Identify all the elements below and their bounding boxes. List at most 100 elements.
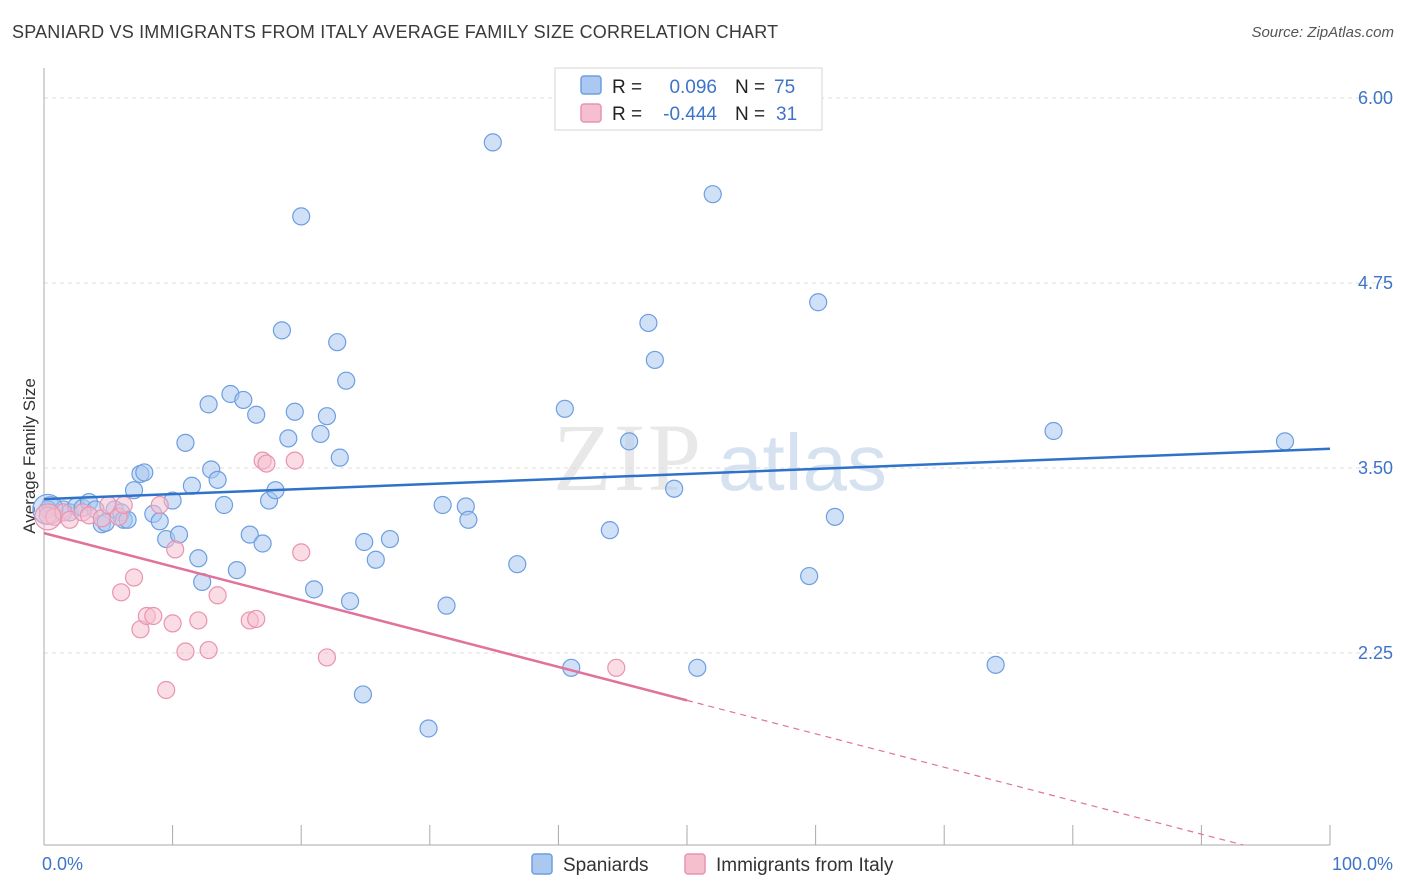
stats-legend: R = 0.096 N = 75 R = -0.444 N = 31: [554, 67, 823, 131]
legend-label-italy: Immigrants from Italy: [716, 855, 894, 876]
italy-trend-line: [43, 531, 688, 702]
spaniards-point: [272, 321, 292, 340]
stats-legend-r-label-2: R =: [612, 104, 642, 125]
italy-point: [189, 611, 208, 630]
spaniards-point: [508, 555, 527, 574]
spaniards-point: [317, 407, 337, 426]
spaniards-point: [279, 429, 298, 448]
spaniards-point: [380, 529, 400, 549]
spaniards-point: [688, 658, 707, 677]
spaniards-point: [437, 596, 456, 615]
stats-legend-n-label-2: N =: [735, 104, 765, 125]
spaniards-point: [304, 580, 324, 599]
spaniards-point: [208, 470, 227, 489]
y-tick-label: 3.50: [1358, 458, 1393, 478]
italy-point: [157, 680, 176, 700]
spaniards-point: [353, 685, 373, 704]
italy-trend-extension: [686, 699, 1244, 846]
spaniards-point: [555, 399, 574, 418]
italy-point: [247, 609, 266, 629]
spaniards-point: [292, 207, 311, 226]
italy-point: [112, 583, 131, 602]
italy-point: [163, 614, 182, 633]
spaniards-point: [809, 293, 828, 312]
legend-swatch-italy: [684, 853, 706, 875]
spaniards-point: [214, 495, 234, 515]
italy-point: [607, 658, 626, 677]
spaniards-point: [227, 561, 246, 580]
y-tick-label: 4.75: [1358, 273, 1393, 293]
spaniards-point: [135, 463, 154, 482]
spaniards-point: [1044, 421, 1063, 441]
spaniards-point: [328, 333, 347, 352]
stats-legend-r-label-1: R =: [612, 77, 642, 98]
italy-point: [257, 454, 276, 473]
italy-point: [150, 495, 169, 515]
spaniards-point: [234, 390, 253, 410]
spaniards-point: [340, 592, 360, 611]
spaniards-point: [986, 655, 1005, 674]
x-ticks: [43, 825, 1331, 845]
x-tick-label-max: 100.0%: [1332, 854, 1393, 874]
italy-point: [208, 586, 227, 605]
italy-point: [166, 540, 185, 559]
series-legend: Spaniards Immigrants from Italy: [531, 853, 894, 876]
y-tick-label: 6.00: [1358, 88, 1393, 108]
spaniards-point: [433, 495, 452, 515]
spaniards-point: [600, 521, 619, 540]
stats-legend-swatch-pink: [580, 103, 602, 123]
italy-point: [144, 606, 163, 626]
chart-title: SPANIARD VS IMMIGRANTS FROM ITALY AVERAG…: [12, 22, 779, 42]
spaniards-point: [366, 550, 385, 569]
series-italy-points: [34, 451, 626, 700]
spaniards-point: [483, 133, 502, 152]
italy-cluster-point: [34, 503, 62, 531]
stats-legend-r-value-2: -0.444: [663, 104, 717, 125]
gridlines: [44, 97, 1393, 654]
spaniards-point: [703, 185, 722, 204]
y-tick-labels: 2.25 3.50 4.75 6.00: [1358, 88, 1393, 663]
spaniards-point: [240, 525, 259, 544]
spaniards-point: [665, 479, 684, 498]
italy-point: [124, 568, 144, 587]
x-tick-label-min: 0.0%: [42, 854, 83, 874]
stats-legend-r-value-1: 0.096: [669, 77, 717, 98]
spaniards-point: [639, 313, 658, 333]
stats-legend-n-value-2: 31: [776, 104, 797, 125]
stats-legend-n-value-1: 75: [774, 77, 795, 98]
italy-point: [199, 640, 218, 660]
legend-swatch-spaniards: [531, 853, 553, 875]
spaniards-point: [459, 510, 478, 529]
italy-point: [114, 495, 133, 515]
stats-legend-swatch-blue: [580, 75, 602, 95]
legend-label-spaniards: Spaniards: [563, 855, 649, 876]
spaniards-point: [620, 432, 639, 451]
watermark: ZIP atlas: [553, 404, 887, 511]
spaniards-point: [182, 476, 201, 495]
italy-point: [292, 543, 311, 562]
spaniards-point: [800, 566, 819, 586]
y-axis-label: Average Family Size: [20, 378, 39, 534]
spaniards-point: [150, 512, 169, 531]
stats-legend-n-label-1: N =: [735, 77, 765, 98]
source-credit: Source: ZipAtlas.com: [1251, 24, 1394, 41]
y-tick-label: 2.25: [1358, 643, 1393, 663]
spaniards-point: [355, 532, 374, 552]
spaniards-point: [330, 448, 349, 467]
spaniards-point: [253, 534, 272, 553]
spaniards-trend-line: [43, 447, 1331, 501]
italy-point: [317, 648, 337, 667]
watermark-atlas: atlas: [718, 418, 887, 507]
spaniards-point: [311, 424, 330, 444]
trend-lines: [43, 447, 1331, 846]
spaniards-point: [247, 405, 266, 424]
spaniards-point: [337, 371, 356, 390]
spaniards-point: [645, 350, 664, 370]
spaniards-point: [285, 402, 304, 421]
spaniards-point: [199, 395, 218, 414]
spaniards-point: [176, 433, 195, 452]
spaniards-point: [419, 719, 438, 738]
italy-point: [176, 642, 195, 661]
italy-point: [285, 451, 304, 470]
